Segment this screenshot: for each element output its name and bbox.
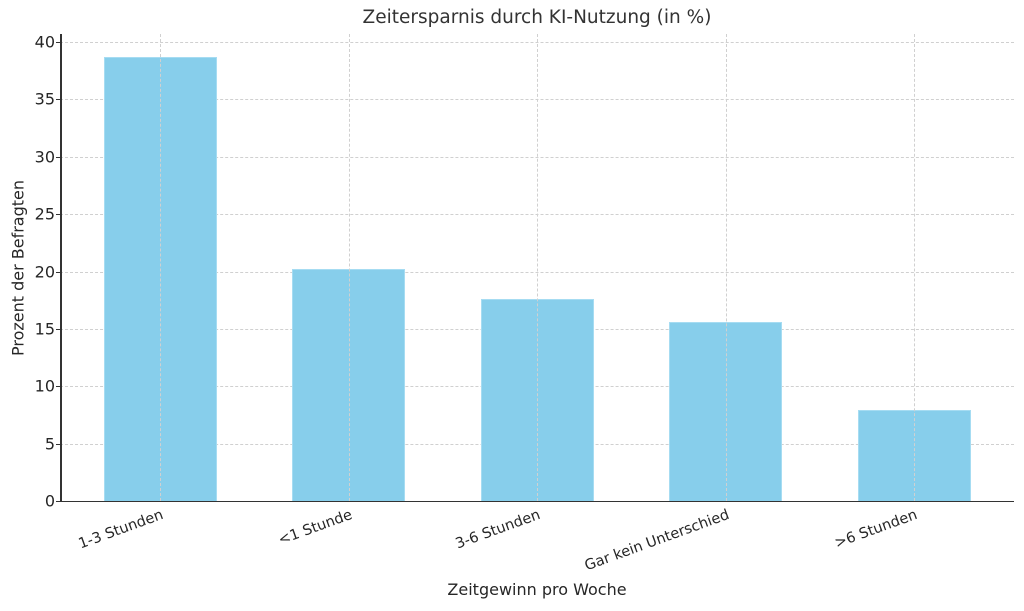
y-tick-label: 40 [34, 32, 55, 52]
y-axis-label: Prozent der Befragten [8, 179, 28, 357]
y-tick-mark [56, 99, 60, 101]
y-tick-mark [56, 386, 60, 388]
chart-title: Zeitersparnis durch KI-Nutzung (in %) [362, 7, 712, 28]
y-tick-label: 20 [34, 262, 55, 282]
x-tick-label: <1 Stunde [275, 507, 354, 549]
vertical-gridline [348, 34, 350, 501]
x-tick-label: Gar kein Unterschied [582, 507, 731, 575]
vertical-gridline [725, 34, 727, 501]
y-tick-label: 0 [44, 491, 55, 511]
vertical-gridline [160, 34, 161, 501]
y-tick-mark [56, 214, 60, 216]
y-tick-label: 35 [34, 89, 55, 109]
plot-area [60, 34, 1014, 502]
x-axis-line [60, 500, 1014, 502]
y-tick-mark [56, 328, 60, 330]
vertical-gridline [914, 34, 915, 501]
vertical-gridline [537, 34, 538, 501]
y-tick-mark [56, 156, 60, 158]
x-tick-label: 1-3 Stunden [76, 507, 166, 553]
y-tick-label: 25 [34, 204, 55, 224]
y-tick-mark [56, 271, 60, 273]
y-tick-label: 10 [34, 376, 55, 396]
y-axis-line [60, 34, 62, 501]
x-tick-label: 3-6 Stunden [453, 507, 543, 553]
x-axis-label: Zeitgewinn pro Woche [447, 580, 627, 599]
y-tick-label: 30 [34, 147, 55, 167]
y-tick-mark [56, 501, 60, 502]
x-tick-label: >6 Stunden [832, 507, 920, 552]
y-tick-label: 5 [44, 434, 55, 454]
y-tick-mark [56, 443, 60, 445]
y-tick-label: 15 [34, 319, 55, 339]
y-tick-mark [56, 42, 60, 44]
